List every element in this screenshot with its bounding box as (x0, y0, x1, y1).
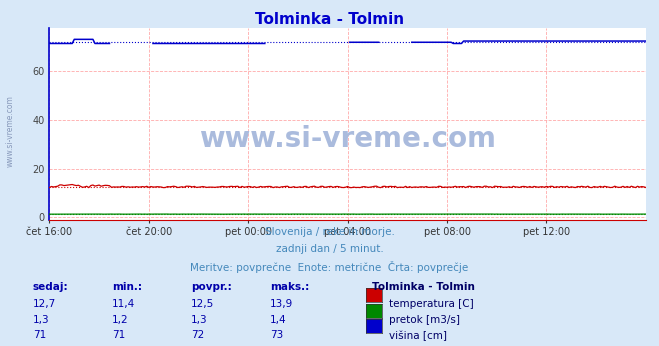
Text: 1,4: 1,4 (270, 315, 287, 325)
Text: zadnji dan / 5 minut.: zadnji dan / 5 minut. (275, 244, 384, 254)
Text: višina [cm]: višina [cm] (389, 330, 447, 341)
Text: 71: 71 (33, 330, 46, 340)
Text: temperatura [C]: temperatura [C] (389, 299, 474, 309)
Text: 13,9: 13,9 (270, 299, 293, 309)
Text: 73: 73 (270, 330, 283, 340)
Text: www.si-vreme.com: www.si-vreme.com (5, 95, 14, 167)
Text: povpr.:: povpr.: (191, 282, 232, 292)
Text: Tolminka - Tolmin: Tolminka - Tolmin (372, 282, 475, 292)
Text: 1,2: 1,2 (112, 315, 129, 325)
Text: 72: 72 (191, 330, 204, 340)
Text: 1,3: 1,3 (33, 315, 49, 325)
Text: 71: 71 (112, 330, 125, 340)
Text: 11,4: 11,4 (112, 299, 135, 309)
Text: min.:: min.: (112, 282, 142, 292)
Text: Meritve: povprečne  Enote: metrične  Črta: povprečje: Meritve: povprečne Enote: metrične Črta:… (190, 261, 469, 273)
Text: pretok [m3/s]: pretok [m3/s] (389, 315, 460, 325)
Text: sedaj:: sedaj: (33, 282, 69, 292)
Text: Slovenija / reke in morje.: Slovenija / reke in morje. (264, 227, 395, 237)
Text: 12,5: 12,5 (191, 299, 214, 309)
Text: Tolminka - Tolmin: Tolminka - Tolmin (255, 12, 404, 27)
Text: maks.:: maks.: (270, 282, 310, 292)
Text: www.si-vreme.com: www.si-vreme.com (199, 125, 496, 153)
Text: 12,7: 12,7 (33, 299, 56, 309)
Text: 1,3: 1,3 (191, 315, 208, 325)
